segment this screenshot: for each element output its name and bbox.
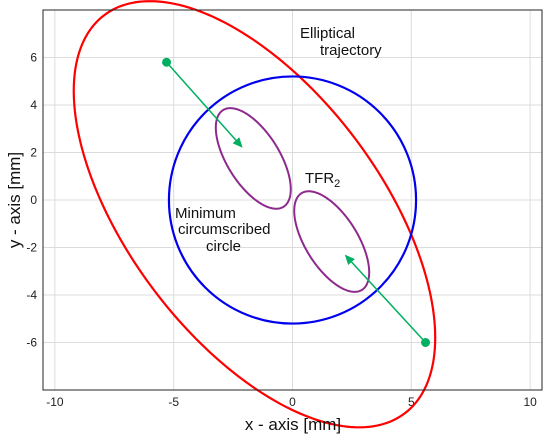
annotation-circle-line3: circle: [206, 238, 241, 255]
annotation-elliptical-line1: Elliptical: [300, 25, 355, 42]
annotation-circle-line1: Minimum: [175, 205, 236, 222]
x-tick-label: 10: [523, 395, 537, 409]
green-arrows: [162, 57, 431, 347]
tfr2-lower-lobe-curve: [293, 190, 371, 293]
arrow-lower-right: [350, 261, 427, 344]
arrowhead-lower-right: [344, 254, 355, 266]
x-tick-label: -5: [168, 395, 179, 409]
y-tick-label: 2: [30, 146, 37, 160]
y-tick-label: -6: [26, 336, 37, 350]
y-tick-label: 0: [30, 193, 37, 207]
arrow-upper-left: [166, 61, 237, 141]
elliptical-trajectory-curve: [72, 0, 437, 429]
x-tick-label: 5: [408, 395, 415, 409]
y-tick-label: -2: [26, 241, 37, 255]
annotation-tfr-label: TFR2: [305, 170, 340, 190]
x-tick-label: -10: [46, 395, 64, 409]
annotation-tfr-subscript: 2: [334, 178, 340, 190]
grid: [43, 10, 542, 390]
tfr2-upper-lobe-curve: [214, 107, 292, 210]
annotation-elliptical-line2: trajectory: [320, 42, 382, 59]
x-axis-title: x - axis [mm]: [245, 415, 341, 434]
tick-labels: -10 -5 0 5 10 -6 -4 -2 0 2 4 6: [26, 51, 537, 410]
marker-lower-right: [421, 338, 431, 347]
y-tick-label: -4: [26, 288, 37, 302]
annotation-tfr-main: TFR: [305, 170, 334, 187]
x-tick-label: 0: [289, 395, 296, 409]
marker-upper-left: [162, 57, 172, 67]
y-axis-title: y - axis [mm]: [5, 152, 24, 248]
arrowhead-upper-left: [232, 137, 243, 148]
plot-curves: [72, 0, 437, 429]
annotation-circle-line2: circumscribed: [178, 221, 271, 238]
minimum-circumscribed-circle-curve: [167, 75, 418, 325]
y-tick-label: 4: [30, 98, 37, 112]
plot-frame: [42, 9, 543, 391]
y-tick-label: 6: [30, 51, 37, 65]
